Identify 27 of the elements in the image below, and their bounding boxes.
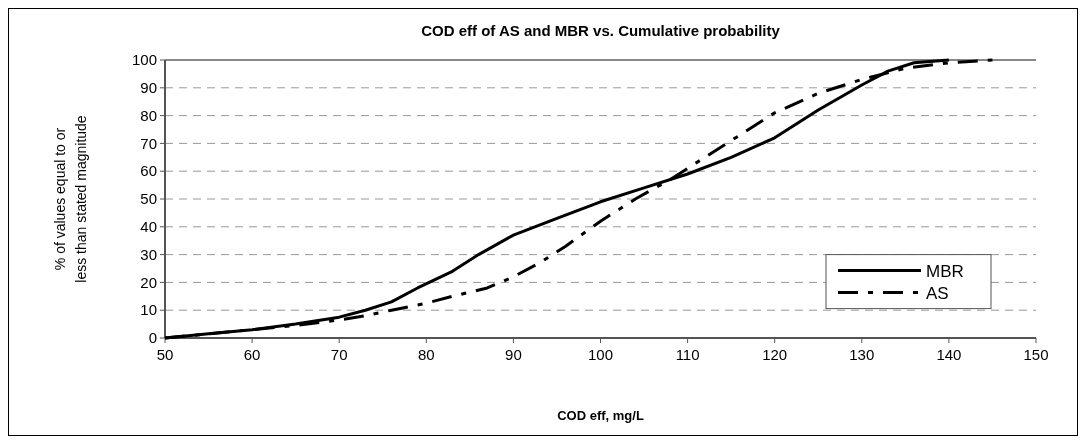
- y-tick-label: 90: [140, 79, 157, 97]
- y-tick-label: 80: [140, 106, 157, 124]
- x-tick-label: 90: [505, 346, 522, 363]
- x-tick-label: 50: [156, 346, 174, 363]
- y-tick-label: 0: [148, 329, 157, 347]
- y-tick-label: 50: [140, 190, 157, 208]
- y-tick-label: 40: [140, 218, 157, 236]
- legend-label: MBR: [926, 261, 964, 281]
- x-tick-label: 130: [849, 346, 875, 363]
- y-tick-label: 30: [140, 245, 157, 263]
- chart-title: COD eff of AS and MBR vs. Cumulative probability: [421, 22, 781, 39]
- y-tick-label: 100: [131, 51, 157, 69]
- x-tick-label: 70: [330, 346, 348, 363]
- legend-label: AS: [926, 283, 949, 303]
- y-tick-label: 10: [140, 301, 157, 319]
- x-tick-label: 80: [417, 346, 435, 363]
- x-tick-label: 110: [675, 346, 700, 363]
- y-tick-label: 60: [140, 162, 157, 180]
- y-tick-label: 20: [140, 273, 157, 291]
- x-tick-label: 100: [587, 346, 614, 363]
- x-tick-label: 60: [243, 346, 261, 363]
- x-axis-title: COD eff, mg/L: [557, 408, 644, 423]
- x-tick-label: 150: [1023, 346, 1049, 363]
- x-tick-label: 140: [936, 346, 962, 363]
- y-axis-title: % of values equal to or less than stated magnitude: [52, 115, 90, 283]
- y-tick-label: 70: [140, 134, 157, 152]
- x-tick-label: 120: [762, 346, 788, 363]
